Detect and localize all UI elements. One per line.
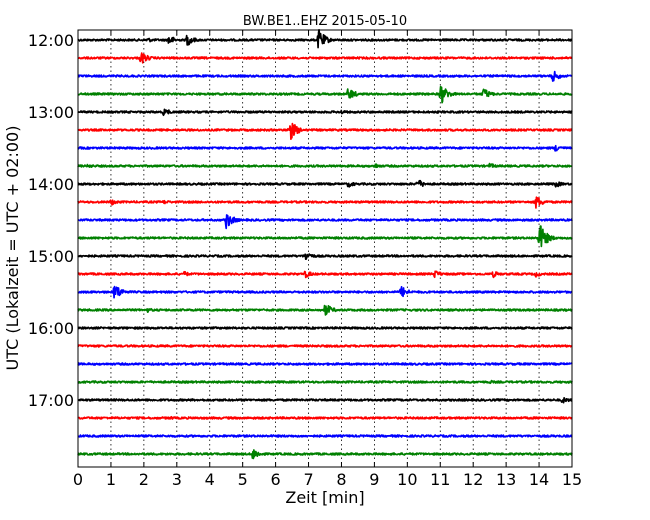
x-tick-label: 5 bbox=[238, 470, 248, 489]
trace-1230 bbox=[77, 70, 573, 82]
trace-1715 bbox=[77, 415, 573, 420]
trace-1200 bbox=[77, 28, 573, 49]
trace-1645 bbox=[77, 379, 573, 385]
x-tick-label: 2 bbox=[139, 470, 149, 489]
trace-1745 bbox=[77, 449, 573, 460]
trace-1215 bbox=[77, 52, 573, 64]
trace-1430 bbox=[77, 214, 573, 230]
plot-frame bbox=[77, 29, 573, 468]
trace-1730 bbox=[77, 434, 573, 438]
trace-1700 bbox=[77, 396, 573, 404]
trace-1245 bbox=[77, 85, 573, 104]
trace-1445 bbox=[77, 225, 573, 248]
trace-1300 bbox=[77, 108, 573, 117]
trace-1415 bbox=[77, 196, 573, 209]
y-tick-label: 12:00 bbox=[28, 31, 74, 50]
x-tick-label: 3 bbox=[172, 470, 182, 489]
x-tick-label: 4 bbox=[205, 470, 215, 489]
seismogram-traces bbox=[77, 28, 573, 460]
trace-1515 bbox=[77, 270, 573, 279]
trace-1500 bbox=[77, 253, 573, 261]
trace-1600 bbox=[77, 326, 573, 330]
trace-1345 bbox=[77, 162, 573, 169]
x-tick-label: 0 bbox=[73, 470, 83, 489]
trace-1400 bbox=[77, 179, 573, 188]
trace-1630 bbox=[77, 362, 573, 366]
x-tick-label: 10 bbox=[397, 470, 417, 489]
x-tick-label: 15 bbox=[562, 470, 582, 489]
x-tick-label: 12 bbox=[463, 470, 483, 489]
y-axis-label: UTC (Lokalzeit = UTC + 02:00) bbox=[3, 126, 22, 371]
x-tick-label: 1 bbox=[106, 470, 116, 489]
trace-1330 bbox=[77, 144, 573, 152]
y-tick-label: 16:00 bbox=[28, 319, 74, 338]
trace-1530 bbox=[77, 285, 573, 299]
y-tick-label: 14:00 bbox=[28, 175, 74, 194]
y-tick-label: 13:00 bbox=[28, 103, 74, 122]
chart-title: BW.BE1..EHZ 2015-05-10 bbox=[243, 14, 407, 29]
x-tick-label: 6 bbox=[271, 470, 281, 489]
trace-1545 bbox=[77, 304, 573, 316]
x-tick-label: 13 bbox=[496, 470, 516, 489]
y-tick-label: 17:00 bbox=[28, 391, 74, 410]
axes: 0 1 2 3 4 5 6 7 8 9 10 11 12 13 14 1512:0013:0014:0015:… bbox=[28, 29, 582, 489]
trace-1315 bbox=[77, 122, 573, 141]
trace-1615 bbox=[77, 344, 573, 348]
x-tick-label: 14 bbox=[529, 470, 549, 489]
x-tick-label: 11 bbox=[430, 470, 450, 489]
x-tick-label: 9 bbox=[369, 470, 379, 489]
x-axis-label: Zeit [min] bbox=[285, 488, 364, 507]
x-tick-label: 8 bbox=[336, 470, 346, 489]
x-tick-label: 7 bbox=[303, 470, 313, 489]
plot-area bbox=[110, 30, 540, 467]
y-tick-label: 15:00 bbox=[28, 247, 74, 266]
